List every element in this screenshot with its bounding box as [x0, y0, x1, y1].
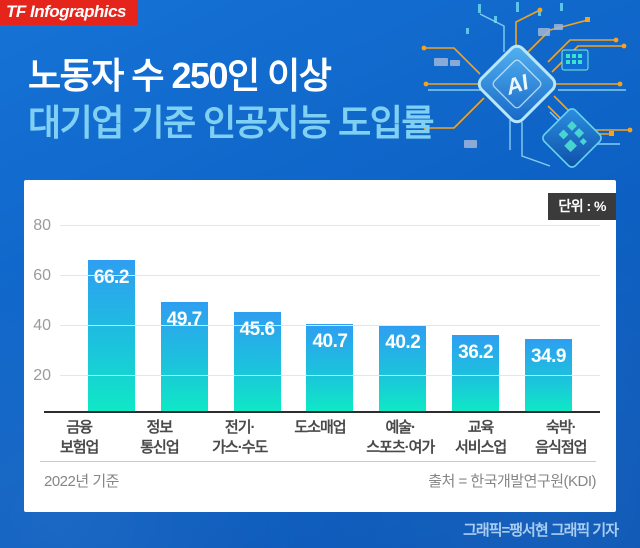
x-axis-line	[44, 411, 600, 413]
category-label-3: 전기· 가스·수도	[212, 419, 268, 456]
category-label-6: 교육 서비스업	[454, 419, 507, 456]
category-label-2: 정보 통신업	[140, 419, 179, 456]
gridline-40	[60, 325, 600, 326]
unit-badge: 단위 : %	[548, 193, 616, 220]
y-tick-label-60: 60	[33, 267, 51, 284]
pixel-chip-diamond-icon	[542, 108, 602, 168]
category-label-1: 금융 보험업	[59, 419, 99, 456]
title-line-1: 노동자 수 250인 이상	[28, 55, 332, 96]
y-tick-label-40: 40	[33, 317, 51, 334]
gridline-80	[60, 225, 600, 226]
small-components-icon	[434, 24, 563, 148]
gridline-60	[60, 275, 600, 276]
category-label-7: 숙박· 음식점업	[535, 419, 587, 456]
chart-grid: 66.2 49.7 45.6 40.7 40.2 36.2 34.9 20 40 60 80	[33, 180, 600, 412]
logo-badge: TF Infographics	[0, 0, 138, 25]
bar-6: 36.2	[452, 335, 500, 412]
bar-value-label: 40.2	[385, 332, 421, 353]
y-tick-label-20: 20	[33, 367, 51, 384]
bar-value-label: 49.7	[166, 309, 202, 330]
title-line-2: 대기업 기준 인공지능 도입률	[28, 102, 434, 143]
bar-1: 66.2	[87, 260, 135, 412]
category-labels-row: 금융 보험업 정보 통신업 전기· 가스·수도 도소매업 예술· 스포츠·여가 교육 서비…	[39, 418, 601, 457]
bar-chart: 66.2 49.7 45.6 40.7 40.2 36.2 34.9 20 40 60 80	[24, 180, 616, 413]
panel-footer: 2022년 기준 출처 = 한국개발연구원(KDI)	[44, 470, 596, 491]
bar-value-label: 34.9	[530, 346, 566, 367]
bar-value-label: 66.2	[93, 267, 129, 288]
chart-panel: 단위 : % 66.2 49.7 45.6 40.7 40.2 36.2 34.9 20 40…	[24, 180, 616, 512]
bar-3: 45.6	[233, 312, 281, 412]
bar-value-label: 40.7	[312, 331, 348, 352]
gridline-20	[60, 375, 600, 376]
bar-2: 49.7	[160, 302, 208, 412]
particle-dashes-icon	[466, 2, 563, 34]
category-label-4: 도소매업	[294, 419, 346, 436]
note-as-of: 2022년 기준	[44, 473, 119, 490]
circuit-dots-icon	[421, 7, 633, 136]
page-title: 노동자 수 250인 이상 대기업 기준 인공지능 도입률	[28, 52, 434, 146]
graphic-credit: 그래픽=팽서현 그래픽 기자	[463, 522, 619, 539]
pixel-chip-small-icon	[561, 49, 589, 71]
footer-divider	[40, 461, 596, 462]
logo-text: TF Infographics	[6, 2, 127, 21]
bar-4: 40.7	[306, 324, 354, 412]
bar-5: 40.2	[379, 325, 427, 412]
ai-chip-illustration: AI	[421, 2, 633, 168]
ai-chip-icon	[477, 44, 557, 124]
bar-value-label: 45.6	[239, 319, 275, 340]
y-tick-label-80: 80	[33, 217, 51, 234]
category-label-5: 예술· 스포츠·여가	[366, 419, 435, 456]
source-label: 출처 = 한국개발연구원(KDI)	[428, 473, 596, 490]
bars-row: 66.2 49.7 45.6 40.7 40.2 36.2 34.9	[75, 180, 585, 412]
bar-value-label: 36.2	[458, 342, 494, 363]
